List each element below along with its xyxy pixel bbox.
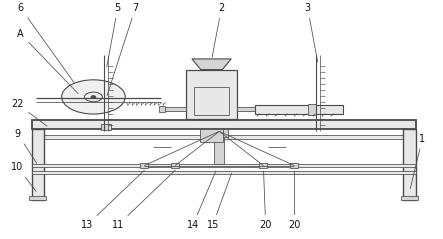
Text: 6: 6 <box>18 3 74 83</box>
Text: 20: 20 <box>288 171 300 230</box>
Text: A: A <box>17 29 78 94</box>
Text: 2: 2 <box>212 3 225 57</box>
Bar <box>31 164 416 167</box>
Bar <box>164 107 186 111</box>
Text: 3: 3 <box>304 3 318 62</box>
Text: 14: 14 <box>187 171 216 230</box>
Bar <box>140 163 148 168</box>
Bar <box>186 70 237 120</box>
Bar <box>29 196 46 200</box>
Bar <box>159 106 164 112</box>
Bar <box>31 171 416 174</box>
Bar <box>308 104 316 115</box>
Bar <box>101 124 111 130</box>
Bar <box>31 135 416 139</box>
Bar <box>171 163 179 168</box>
Text: 22: 22 <box>11 99 47 126</box>
Bar <box>31 120 416 129</box>
Bar <box>31 129 44 200</box>
Bar <box>404 129 416 200</box>
Bar <box>401 196 418 200</box>
Bar <box>210 129 228 137</box>
Text: 7: 7 <box>107 3 139 95</box>
Text: 13: 13 <box>81 170 144 230</box>
Text: 1: 1 <box>410 134 425 189</box>
Bar <box>200 129 223 142</box>
Text: 5: 5 <box>107 3 121 67</box>
Bar <box>259 106 265 112</box>
Bar <box>194 87 229 114</box>
Text: 9: 9 <box>15 129 37 163</box>
Text: 11: 11 <box>112 170 175 230</box>
Bar <box>291 163 298 168</box>
Polygon shape <box>192 59 231 70</box>
Bar <box>260 163 268 168</box>
Bar <box>255 105 343 114</box>
Circle shape <box>62 80 125 114</box>
Text: 10: 10 <box>12 162 36 191</box>
Bar <box>237 107 259 111</box>
Circle shape <box>91 96 96 98</box>
Bar <box>214 129 224 164</box>
Text: 20: 20 <box>260 171 272 230</box>
Text: 15: 15 <box>206 173 232 230</box>
